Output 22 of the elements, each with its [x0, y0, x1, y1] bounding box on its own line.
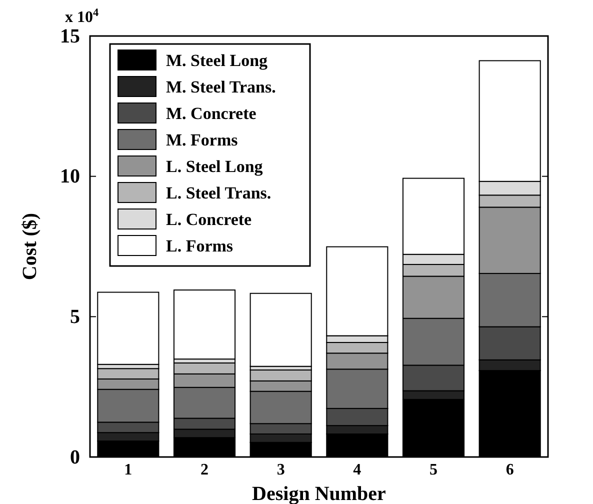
legend-label: M. Steel Long [166, 51, 268, 70]
y-tick-label: 15 [60, 25, 80, 48]
x-tick-label: 5 [430, 461, 438, 478]
x-tick-label: 4 [353, 461, 362, 478]
y-tick-label: 10 [60, 166, 80, 188]
x-tick-label: 3 [276, 461, 285, 478]
legend-label: M. Forms [166, 130, 238, 150]
y-tick-label: 0 [70, 446, 80, 468]
bar [173, 290, 236, 360]
legend-label: M. Steel Trans. [166, 78, 276, 96]
y-tick-label: 5 [70, 306, 80, 328]
x-tick-label: 1 [124, 461, 132, 478]
legend-label: L. Forms [166, 236, 234, 256]
x-tick-label: 2 [200, 461, 208, 478]
y-axis-title: Cost ($) [19, 212, 41, 280]
text: x 10$^{4}$ [65, 7, 99, 26]
legend-label: L. Concrete [166, 210, 252, 229]
legend-label: M. Concrete [166, 104, 257, 123]
bar [250, 292, 312, 367]
legend-label: L. Steel Long [166, 157, 264, 176]
legend-label: L. Steel Trans. [166, 184, 272, 202]
x-tick-label: 6 [506, 461, 514, 478]
